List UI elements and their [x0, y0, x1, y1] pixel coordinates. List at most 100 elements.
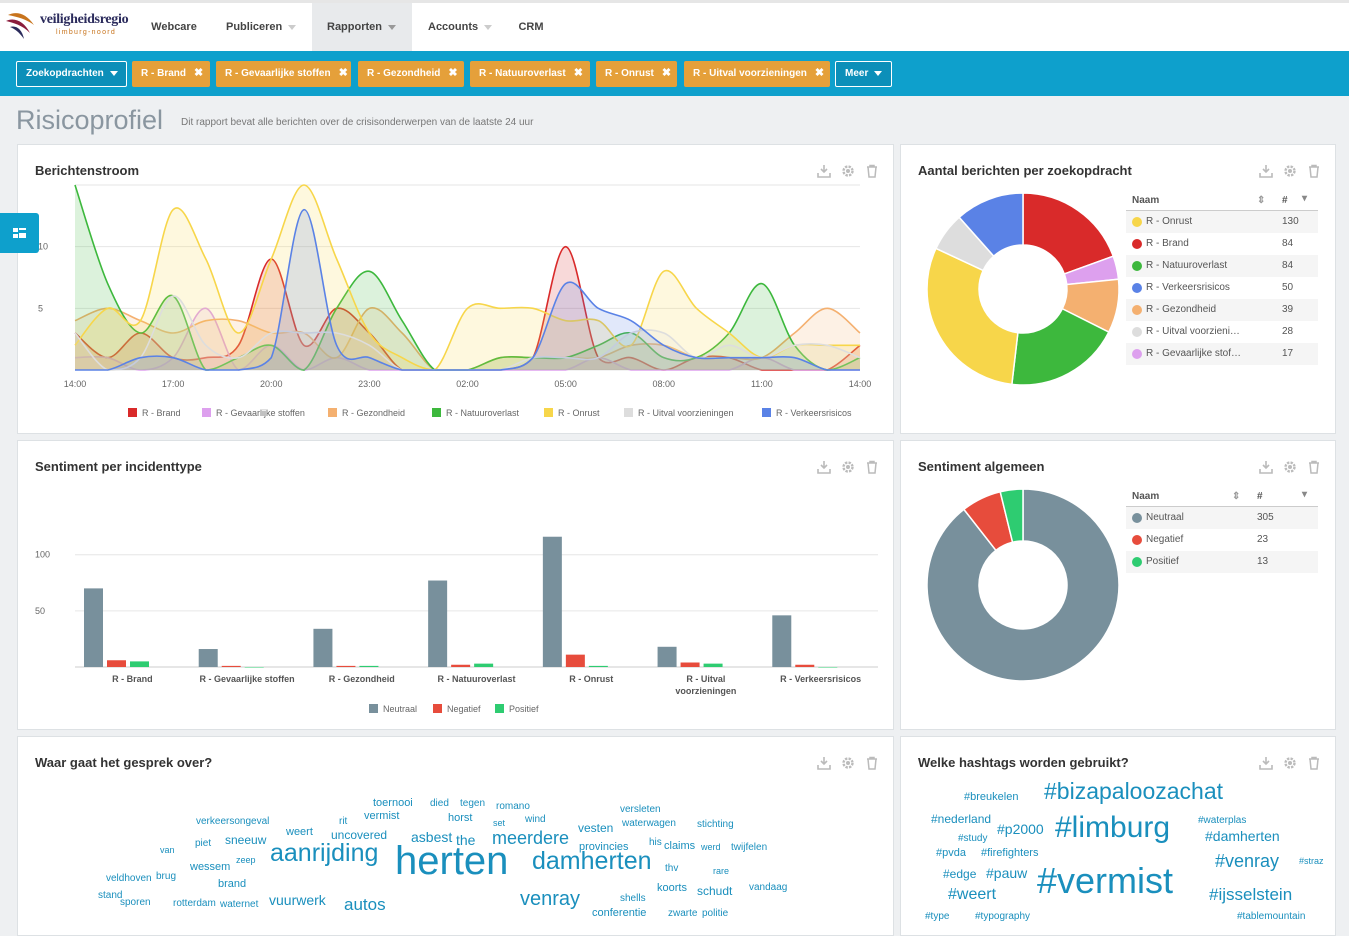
word-cloud-word[interactable]: venray	[520, 888, 581, 910]
legend-row[interactable]: R - Brand 84	[1126, 233, 1318, 255]
word-cloud-word[interactable]: waterwagen	[622, 818, 676, 829]
legend-row[interactable]: Neutraal 305	[1126, 507, 1318, 529]
legend-row[interactable]: R - Uitval voorzieni… 28	[1126, 321, 1318, 343]
hashtag-word[interactable]: #typography	[975, 911, 1031, 922]
word-cloud-word[interactable]: piet	[195, 838, 212, 849]
sort-icon[interactable]: ⇕	[1257, 195, 1266, 206]
word-cloud-word[interactable]: uncovered	[331, 828, 388, 843]
col-name-header[interactable]: Naam	[1132, 491, 1160, 502]
download-icon[interactable]	[817, 756, 831, 770]
word-cloud-word[interactable]: vermist	[364, 810, 400, 823]
word-cloud-word[interactable]: aanrijding	[270, 839, 379, 867]
nav-webcare[interactable]: Webcare	[139, 3, 209, 51]
nav-accounts[interactable]: Accounts	[412, 3, 502, 51]
word-cloud-word[interactable]: conferentie	[592, 907, 647, 920]
legend-item[interactable]: R - Gevaarlijke stoffen	[216, 408, 305, 418]
legend-row[interactable]: Negatief 23	[1126, 529, 1318, 551]
word-cloud-word[interactable]: asbest	[411, 828, 453, 845]
word-cloud-word[interactable]: the	[456, 831, 476, 848]
bar[interactable]	[451, 664, 471, 667]
gear-icon[interactable]	[1283, 164, 1297, 178]
hashtag-word[interactable]: #vermist	[1037, 860, 1174, 902]
bar[interactable]	[657, 646, 677, 667]
sort-icon[interactable]: ⇕	[1232, 491, 1241, 502]
hashtag-word[interactable]: #breukelen	[964, 791, 1019, 804]
word-cloud-word[interactable]: versleten	[620, 804, 661, 815]
word-cloud-word[interactable]: zwarte	[668, 908, 698, 919]
close-icon[interactable]: ✖	[448, 67, 458, 79]
pie-slice[interactable]	[1011, 307, 1110, 386]
word-cloud-word[interactable]: romano	[496, 801, 530, 812]
legend-row[interactable]: R - Gezondheid 39	[1126, 299, 1318, 321]
word-cloud-word[interactable]: veldhoven	[106, 873, 152, 884]
bar[interactable]	[565, 654, 585, 667]
legend-item[interactable]: R - Uitval voorzieningen	[638, 408, 734, 418]
legend-item[interactable]: R - Verkeersrisicos	[776, 408, 852, 418]
word-cloud-word[interactable]: waternet	[220, 899, 259, 910]
hashtag-word[interactable]: #edge	[943, 867, 977, 882]
word-cloud-word[interactable]: provincies	[579, 841, 629, 854]
word-cloud-word[interactable]: vandaag	[749, 882, 788, 893]
filter-chip[interactable]: R - Uitval voorzieningen ✖	[684, 61, 830, 87]
word-cloud-word[interactable]: schudt	[697, 884, 733, 899]
close-icon[interactable]: ✖	[194, 67, 204, 79]
trash-icon[interactable]	[865, 460, 879, 474]
brand-logo[interactable]: veiligheidsregio limburg-noord	[4, 7, 140, 47]
bar[interactable]	[84, 588, 103, 667]
legend-row[interactable]: Positief 13	[1126, 551, 1318, 573]
download-icon[interactable]	[1259, 460, 1273, 474]
filter-chip[interactable]: R - Gezondheid ✖	[358, 61, 464, 87]
word-cloud-word[interactable]: brug	[156, 871, 177, 882]
series-line[interactable]	[74, 184, 860, 371]
legend-item[interactable]: Negatief	[447, 704, 481, 714]
legend-item[interactable]: R - Natuuroverlast	[446, 408, 520, 418]
word-cloud-word[interactable]: wind	[525, 814, 546, 825]
legend-item[interactable]: R - Gezondheid	[342, 408, 405, 418]
word-cloud-word[interactable]: stand	[98, 890, 123, 901]
download-icon[interactable]	[817, 460, 831, 474]
trash-icon[interactable]	[865, 164, 879, 178]
word-cloud-word[interactable]: rit	[339, 816, 348, 827]
hashtag-word[interactable]: #tablemountain	[1237, 911, 1306, 922]
hashtag-word[interactable]: #pvda	[936, 847, 966, 860]
close-icon[interactable]: ✖	[661, 67, 672, 79]
word-cloud-word[interactable]: set	[493, 817, 506, 828]
word-cloud-word[interactable]: horst	[448, 812, 473, 825]
legend-row[interactable]: R - Natuuroverlast 84	[1126, 255, 1318, 277]
word-cloud-word[interactable]: brand	[218, 878, 247, 891]
word-cloud-word[interactable]: vuurwerk	[269, 891, 326, 908]
word-cloud-word[interactable]: verkeersongeval	[196, 816, 270, 827]
hashtag-word[interactable]: #limburg	[1055, 811, 1171, 844]
word-cloud-word[interactable]: zeep	[236, 854, 256, 865]
bar[interactable]	[107, 660, 126, 667]
filter-chip[interactable]: R - Natuuroverlast ✖	[470, 61, 590, 87]
col-count-header[interactable]: #	[1282, 195, 1288, 206]
word-cloud-word[interactable]: sneeuw	[225, 833, 267, 848]
hashtag-word[interactable]: #bizapaloozachat	[1044, 777, 1224, 804]
gear-icon[interactable]	[841, 460, 855, 474]
word-cloud-word[interactable]: rotterdam	[173, 898, 216, 909]
word-cloud-word[interactable]: twijfelen	[731, 842, 768, 853]
bar[interactable]	[198, 649, 218, 667]
word-cloud-word[interactable]: werd	[701, 841, 721, 852]
bar[interactable]	[680, 662, 700, 667]
close-icon[interactable]: ✖	[573, 67, 583, 79]
legend-row[interactable]: R - Onrust 130	[1126, 211, 1318, 233]
gear-icon[interactable]	[1283, 460, 1297, 474]
word-cloud-word[interactable]: thv	[665, 863, 679, 874]
filter-chip[interactable]: R - Gevaarlijke stoffen ✖	[216, 61, 351, 87]
word-cloud-word[interactable]: weert	[286, 826, 313, 839]
word-cloud-word[interactable]: died	[430, 798, 449, 809]
hashtag-word[interactable]: #damherten	[1205, 827, 1280, 844]
nav-crm[interactable]: CRM	[506, 3, 556, 51]
bar[interactable]	[244, 667, 264, 668]
hashtag-word[interactable]: #waterplas	[1198, 815, 1247, 826]
chevron-down-icon[interactable]: ▾	[1302, 489, 1308, 500]
word-cloud-word[interactable]: damherten	[532, 847, 652, 875]
hashtag-word[interactable]: #type	[925, 911, 950, 922]
bar[interactable]	[336, 665, 356, 667]
col-count-header[interactable]: #	[1257, 491, 1263, 502]
download-icon[interactable]	[1259, 164, 1273, 178]
close-icon[interactable]: ✖	[814, 67, 825, 79]
word-cloud-word[interactable]: wessem	[190, 861, 231, 874]
